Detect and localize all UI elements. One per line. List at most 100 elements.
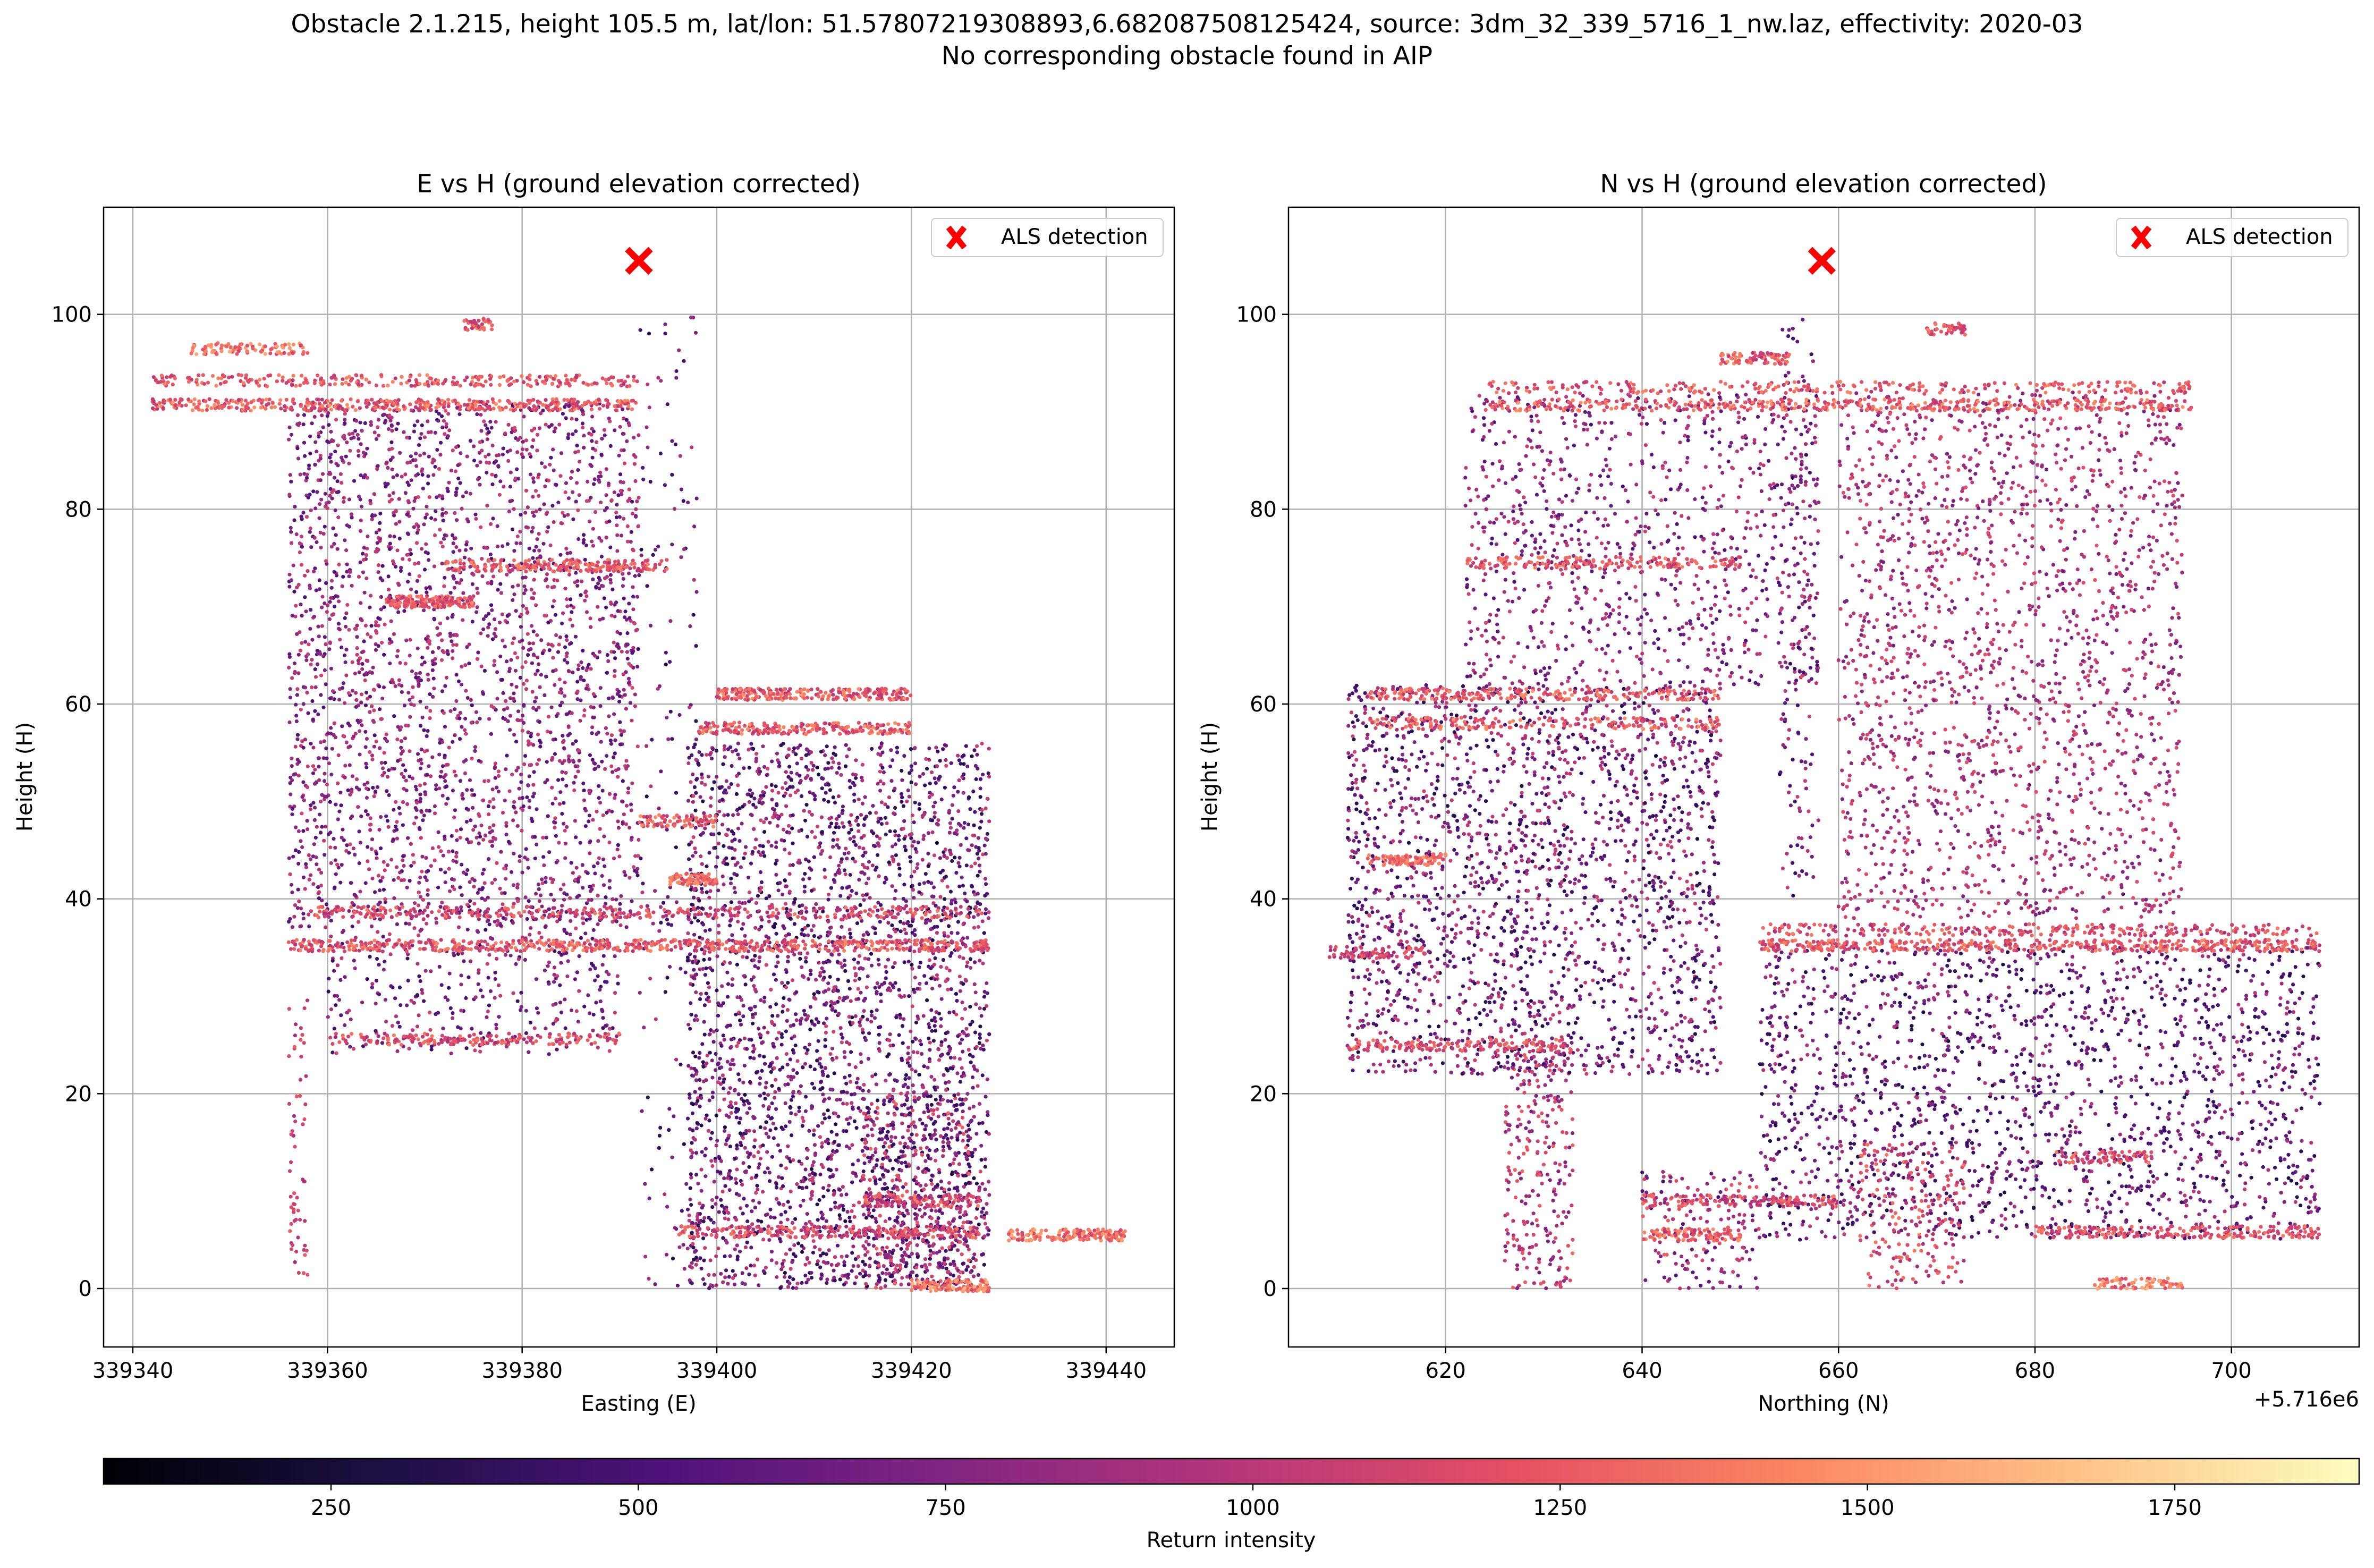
left-point xyxy=(620,730,624,733)
left-point xyxy=(470,788,474,792)
left-point xyxy=(635,499,639,503)
left-point xyxy=(824,1261,828,1265)
left-point xyxy=(607,697,611,700)
left-point xyxy=(670,1156,674,1159)
left-point xyxy=(699,854,702,858)
left-point xyxy=(589,625,592,629)
left-point xyxy=(640,1109,644,1113)
left-point xyxy=(700,1150,704,1154)
left-point xyxy=(942,1145,945,1149)
left-point xyxy=(426,893,429,897)
left-point xyxy=(849,813,853,817)
left-point xyxy=(295,693,299,697)
left-point xyxy=(704,1147,708,1150)
left-point xyxy=(966,1123,970,1127)
left-point xyxy=(405,513,409,516)
left-point xyxy=(858,1024,862,1028)
left-point xyxy=(743,901,747,905)
left-point xyxy=(537,758,541,761)
left-point xyxy=(527,899,531,903)
left-point xyxy=(625,925,629,929)
left-point xyxy=(686,501,690,504)
left-point xyxy=(785,970,788,974)
left-point xyxy=(421,818,425,822)
left-point xyxy=(928,1060,931,1063)
left-point xyxy=(314,836,318,840)
left-point xyxy=(587,819,590,823)
left-point xyxy=(496,524,499,528)
left-point xyxy=(287,438,291,442)
left-point xyxy=(982,995,986,998)
left-point xyxy=(392,714,396,718)
left-point xyxy=(591,447,595,451)
left-point xyxy=(300,545,304,549)
left-point xyxy=(646,1096,650,1099)
left-point xyxy=(795,761,799,765)
left-point xyxy=(883,802,887,806)
left-point xyxy=(405,886,409,889)
left-point xyxy=(781,1010,784,1014)
left-point xyxy=(611,770,614,774)
left-point xyxy=(961,922,965,926)
left-point xyxy=(719,1272,723,1276)
left-point xyxy=(866,866,869,870)
left-point xyxy=(618,425,622,429)
left-point xyxy=(547,479,550,482)
left-point xyxy=(798,774,801,777)
left-point xyxy=(627,681,631,685)
left-point xyxy=(411,507,415,511)
left-point xyxy=(444,511,448,515)
left-point xyxy=(495,861,498,865)
left-point xyxy=(808,810,811,813)
left-point xyxy=(426,481,430,485)
left-point xyxy=(591,884,595,887)
left-point xyxy=(665,1253,668,1257)
left-point xyxy=(788,785,792,789)
left-point xyxy=(633,692,637,696)
left-point xyxy=(487,804,490,808)
left-point xyxy=(857,997,860,1001)
left-point xyxy=(763,1062,767,1066)
left-point xyxy=(508,728,512,732)
left-point xyxy=(777,1087,781,1091)
left-point xyxy=(715,775,718,779)
left-point xyxy=(389,858,393,861)
left-point xyxy=(321,426,325,429)
left-point xyxy=(418,436,422,440)
left-point xyxy=(459,481,462,485)
left-point xyxy=(443,835,446,838)
left-point xyxy=(613,428,616,432)
left-point xyxy=(579,841,582,845)
left-point xyxy=(730,1111,733,1115)
left-point xyxy=(597,765,600,768)
left-point xyxy=(784,1252,788,1256)
left-point xyxy=(895,1264,899,1267)
left-point xyxy=(777,888,781,892)
left-point xyxy=(481,886,485,890)
left-point xyxy=(430,756,434,759)
left-point xyxy=(346,789,350,792)
left-point xyxy=(774,1002,778,1006)
left-point xyxy=(844,765,847,768)
left-point xyxy=(396,649,400,652)
left-point xyxy=(293,662,296,665)
left-point xyxy=(377,434,380,437)
left-point xyxy=(946,1069,949,1072)
left-point xyxy=(302,746,306,750)
left-point xyxy=(780,1176,784,1180)
left-point xyxy=(824,1024,828,1028)
left-point xyxy=(716,1014,720,1018)
left-point xyxy=(820,1216,824,1220)
left-point xyxy=(452,816,456,819)
left-point xyxy=(803,1062,807,1066)
left-point xyxy=(340,724,344,728)
left-point xyxy=(464,689,468,693)
left-point xyxy=(392,535,396,538)
left-point xyxy=(371,719,375,723)
left-point xyxy=(917,965,921,969)
left-point xyxy=(379,815,383,819)
left-point xyxy=(626,642,630,646)
left-point xyxy=(857,1200,861,1204)
left-point xyxy=(686,1117,690,1121)
left-point xyxy=(953,1056,956,1060)
